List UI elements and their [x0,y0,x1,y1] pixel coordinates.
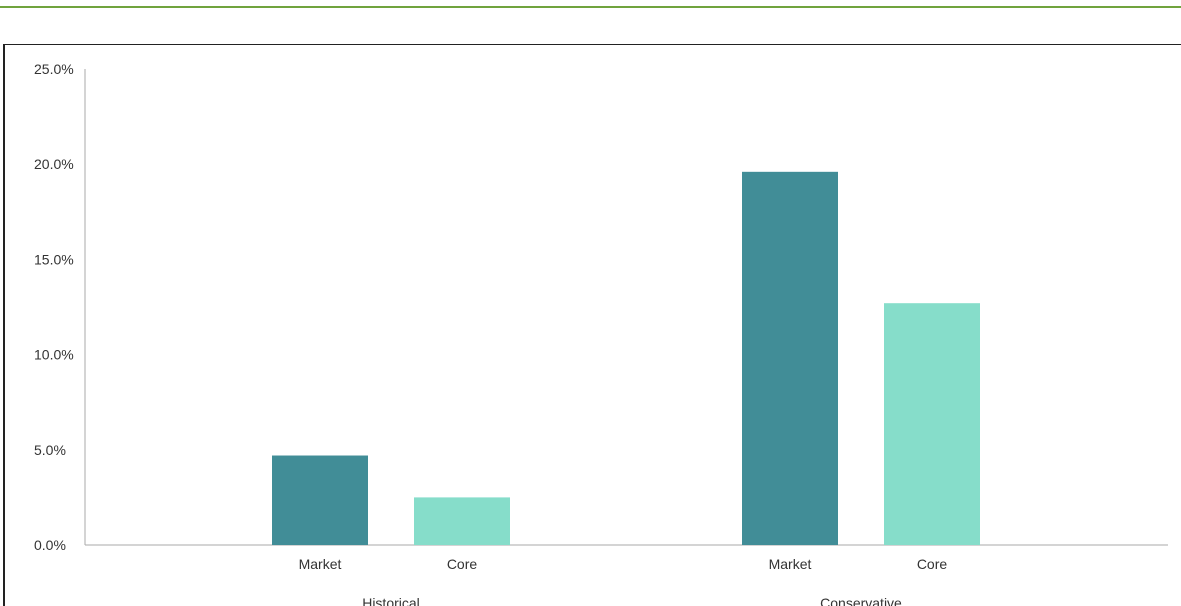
bar-historical-core [414,497,510,545]
bar-conservative-core [884,303,980,545]
chart-frame [3,44,1181,606]
y-tick-label: 20.0% [34,156,74,172]
group-label-conservative: Conservative [820,595,902,606]
category-label: Core [917,556,948,572]
y-tick-label: 15.0% [34,251,74,267]
y-tick-label: 5.0% [34,442,66,458]
group-labels: Historical Conservative [362,595,902,606]
y-tick-label: 10.0% [34,347,74,363]
y-axis-ticks: 0.0% 5.0% 10.0% 15.0% 20.0% 25.0% [34,61,74,553]
bar-conservative-market [742,171,838,546]
category-labels: Market Core Market Core [299,556,948,572]
top-accent-rule [0,6,1181,8]
bar-series [272,171,980,546]
category-label: Market [299,556,342,572]
y-tick-label: 0.0% [34,537,66,553]
bar-historical-market [272,455,368,545]
category-label: Core [447,556,478,572]
group-label-historical: Historical [362,595,420,606]
y-tick-label: 25.0% [34,61,74,77]
category-label: Market [769,556,812,572]
